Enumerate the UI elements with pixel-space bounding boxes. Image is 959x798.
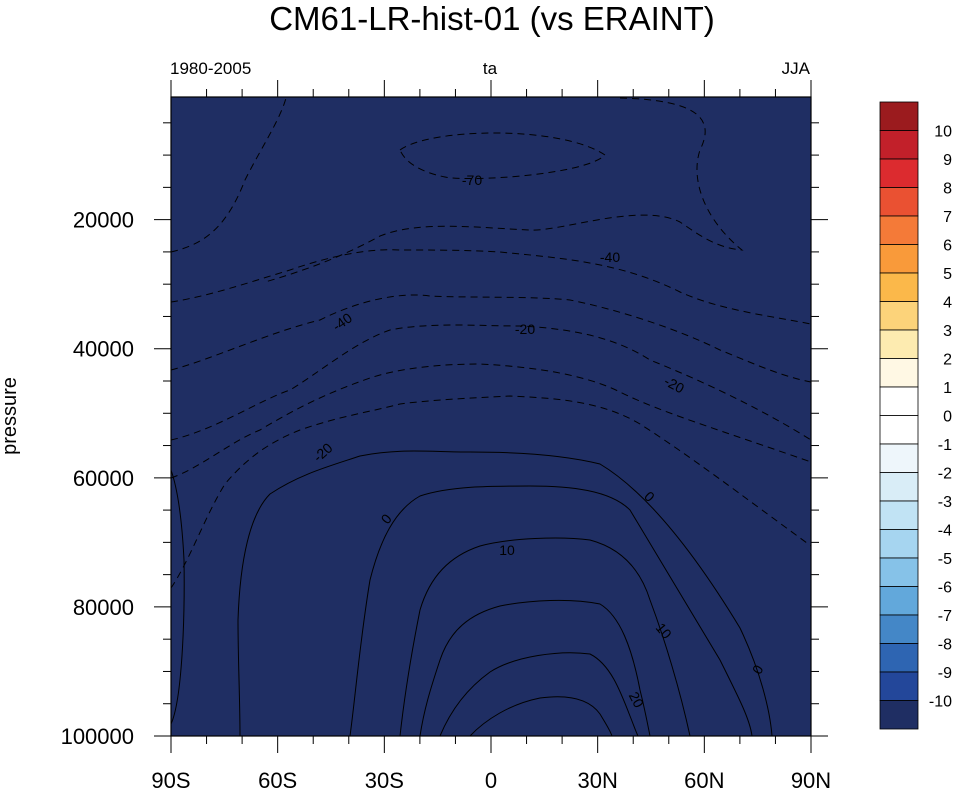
contour-minus70 <box>399 132 606 180</box>
contour-zero-main <box>237 450 773 737</box>
colorbar-box <box>879 215 919 245</box>
y-tick-label: 100000 <box>61 724 134 749</box>
colorbar-box <box>879 614 919 644</box>
colorbar-box <box>879 500 919 530</box>
colorbar-box <box>879 272 919 302</box>
colorbar-label: 8 <box>943 181 952 198</box>
colorbar-box <box>879 301 919 331</box>
x-tick-label: 90N <box>791 768 831 793</box>
center-subtitle: ta <box>483 59 498 78</box>
contour-label: 10 <box>499 542 515 558</box>
contour-label: -70 <box>462 172 482 188</box>
colorbar-label: 9 <box>943 152 952 169</box>
colorbar-box <box>879 472 919 502</box>
colorbar-box <box>879 358 919 388</box>
axis-ticks <box>154 80 828 753</box>
y-tick-label: 60000 <box>73 466 134 491</box>
contour-zero <box>170 469 185 725</box>
x-tick-label: 60N <box>684 768 724 793</box>
x-tick-label: 90S <box>151 768 190 793</box>
contour-label: 20 <box>626 689 648 710</box>
x-tick-label: 30S <box>365 768 404 793</box>
contour-label: -40 <box>600 249 620 265</box>
colorbar-label: 2 <box>943 352 952 369</box>
contour-lines <box>170 97 812 737</box>
contour-fifteen <box>419 599 651 737</box>
colorbar-box <box>879 130 919 160</box>
y-tick-label: 40000 <box>73 337 134 362</box>
colorbar-label: -6 <box>938 580 952 597</box>
colorbar-box <box>879 386 919 416</box>
colorbar-label: -2 <box>938 466 952 483</box>
colorbar-label: 1 <box>943 380 952 397</box>
colorbar-label: -8 <box>938 637 952 654</box>
colorbar-label: 7 <box>943 209 952 226</box>
colorbar-label: 5 <box>943 266 952 283</box>
y-axis-label: pressure <box>0 377 21 455</box>
x-tick-label: 60S <box>258 768 297 793</box>
y-tick-labels: 20000 40000 60000 80000 100000 <box>61 208 134 749</box>
colorbar-label: -1 <box>938 437 952 454</box>
contour-minus50 <box>170 249 812 325</box>
colorbar-label: 4 <box>943 295 952 312</box>
contour-twenty <box>439 652 639 737</box>
colorbar-box <box>879 529 919 559</box>
x-tick-labels: 90S 60S 30S 0 30N 60N 90N <box>151 768 831 793</box>
contour-minus60 <box>170 97 287 253</box>
colorbar <box>879 101 919 730</box>
plot-area-fill <box>171 97 811 736</box>
colorbar-box <box>879 700 919 730</box>
colorbar-label: -5 <box>938 551 952 568</box>
contour-five <box>349 485 753 737</box>
contour-label: -20 <box>515 321 535 337</box>
colorbar-box <box>879 415 919 445</box>
colorbar-box <box>879 557 919 587</box>
contour-minus40 <box>170 294 812 383</box>
contour-twentyfive <box>469 696 613 737</box>
left-subtitle: 1980-2005 <box>170 59 251 78</box>
contour-minus30 <box>170 324 812 441</box>
colorbar-label: -9 <box>938 665 952 682</box>
chart-title: CM61-LR-hist-01 (vs ERAINT) <box>269 0 715 37</box>
colorbar-box <box>879 443 919 473</box>
colorbar-box <box>879 586 919 616</box>
contour-minus60-north <box>264 97 744 283</box>
colorbar-box <box>879 158 919 188</box>
colorbar-label: -10 <box>929 694 952 711</box>
colorbar-label: 10 <box>934 124 952 141</box>
colorbar-label: 0 <box>943 409 952 426</box>
colorbar-label: -7 <box>938 608 952 625</box>
y-tick-label: 80000 <box>73 595 134 620</box>
colorbar-label: -3 <box>938 494 952 511</box>
colorbar-label: 3 <box>943 323 952 340</box>
right-subtitle: JJA <box>782 59 811 78</box>
y-tick-label: 20000 <box>73 208 134 233</box>
colorbar-label: 6 <box>943 238 952 255</box>
colorbar-box <box>879 244 919 274</box>
contour-minus20 <box>170 363 812 479</box>
colorbar-box <box>879 187 919 217</box>
colorbar-box <box>879 643 919 673</box>
colorbar-label: -4 <box>938 523 952 540</box>
x-tick-label: 0 <box>485 768 497 793</box>
colorbar-box <box>879 671 919 701</box>
colorbar-box <box>879 101 919 131</box>
colorbar-box <box>879 329 919 359</box>
x-tick-label: 30N <box>577 768 617 793</box>
contour-ten <box>399 537 691 737</box>
